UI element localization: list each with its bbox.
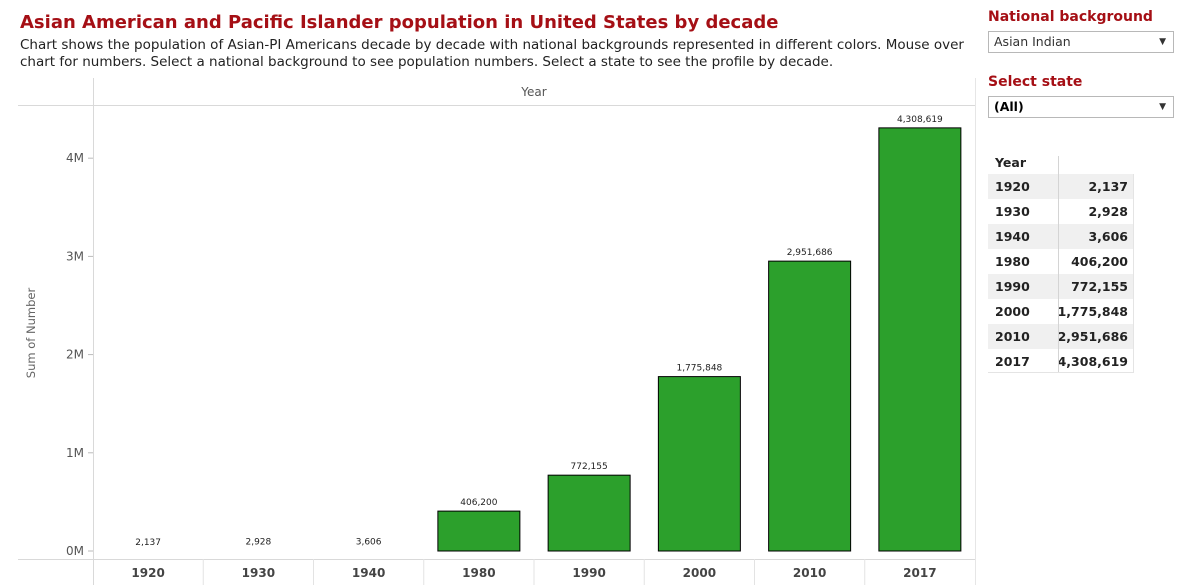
table-row[interactable]: 2000 1,775,848 — [988, 299, 1134, 324]
table-row[interactable]: 1920 2,137 — [988, 174, 1134, 199]
chevron-down-icon: ▼ — [1159, 37, 1166, 47]
y-tick-label: 1M — [66, 446, 84, 460]
table-row-year: 2000 — [995, 304, 1030, 319]
bar — [657, 376, 741, 552]
x-tick-label: 1990 — [572, 566, 605, 580]
table-row-year: 1940 — [995, 229, 1030, 244]
chart-description: Chart shows the population of Asian-PI A… — [20, 37, 964, 70]
table-row[interactable]: 2010 2,951,686 — [988, 324, 1134, 349]
x-tick-label: 2010 — [793, 566, 826, 580]
data-label: 3,606 — [356, 538, 382, 548]
table-row-year: 1920 — [995, 179, 1030, 194]
data-label: 772,155 — [571, 462, 608, 472]
year-table: Year 1920 2,137 1930 2,928 1940 3,606 1980 4… — [988, 152, 1134, 374]
national-background-dropdown[interactable]: Asian Indian ▼ — [988, 31, 1174, 53]
table-row-value: 406,200 — [1071, 254, 1128, 269]
table-row[interactable]: 1940 3,606 — [988, 224, 1134, 249]
select-state-dropdown[interactable]: (All) ▼ — [988, 96, 1174, 118]
data-label: 1,775,848 — [676, 364, 722, 374]
data-label: 4,308,619 — [897, 115, 943, 125]
x-tick-label: 1980 — [462, 566, 495, 580]
data-label: 2,137 — [135, 538, 161, 548]
y-tick-label: 2M — [66, 348, 84, 362]
x-tick-label: 1930 — [242, 566, 275, 580]
select-state-selected: (All) — [994, 99, 1024, 114]
chart-title: Asian American and Pacific Islander popu… — [20, 12, 779, 33]
data-label: 2,928 — [245, 538, 271, 548]
x-tick-label: 1920 — [131, 566, 164, 580]
bar — [547, 474, 631, 552]
table-row-year: 2017 — [995, 354, 1030, 369]
table-row-value: 3,606 — [1088, 229, 1128, 244]
y-axis-title: Sum of Number — [24, 288, 38, 379]
x-axis-title: Year — [520, 85, 546, 99]
x-tick-label: 2017 — [903, 566, 936, 580]
table-row-value: 1,775,848 — [1057, 304, 1128, 319]
year-table-header: Year — [995, 155, 1026, 170]
bar-chart[interactable]: Year Sum of Number 0M 1M 2M 3M 4M 2,137 1920 2,92… — [0, 78, 980, 585]
table-row-value: 772,155 — [1071, 279, 1128, 294]
table-row-year: 2010 — [995, 329, 1030, 344]
table-row[interactable]: 2017 4,308,619 — [988, 349, 1134, 374]
data-label: 406,200 — [460, 498, 497, 508]
table-row-value: 2,928 — [1088, 204, 1128, 219]
table-column-divider — [1058, 156, 1059, 372]
x-tick-label: 2000 — [683, 566, 716, 580]
table-row[interactable]: 1930 2,928 — [988, 199, 1134, 224]
bar — [768, 260, 852, 552]
table-row[interactable]: 1980 406,200 — [988, 249, 1134, 274]
national-background-label: National background — [988, 9, 1153, 25]
chevron-down-icon: ▼ — [1159, 102, 1166, 112]
data-label: 2,951,686 — [787, 248, 833, 258]
table-row-year: 1930 — [995, 204, 1030, 219]
table-row-value: 2,137 — [1088, 179, 1128, 194]
select-state-label: Select state — [988, 74, 1083, 90]
table-row-year: 1980 — [995, 254, 1030, 269]
bar — [437, 510, 521, 552]
national-background-selected: Asian Indian — [994, 34, 1071, 49]
bar — [878, 127, 962, 552]
y-tick-label: 0M — [66, 544, 84, 558]
x-tick-label: 1940 — [352, 566, 385, 580]
table-row-year: 1990 — [995, 279, 1030, 294]
table-row-value: 2,951,686 — [1057, 329, 1128, 344]
y-tick-label: 3M — [66, 249, 84, 263]
y-tick-label: 4M — [66, 151, 84, 165]
table-row-value: 4,308,619 — [1057, 354, 1128, 369]
table-row[interactable]: 1990 772,155 — [988, 274, 1134, 299]
